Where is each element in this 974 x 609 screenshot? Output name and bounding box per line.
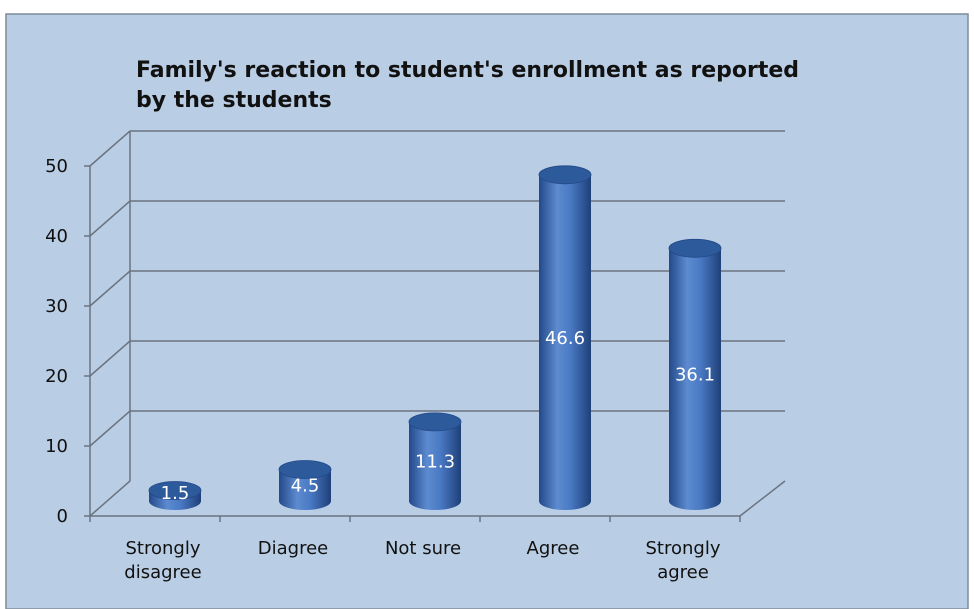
gridline-diagonal: [89, 130, 131, 167]
data-label: 4.5: [291, 475, 320, 496]
y-tick-labels: 0 10 20 30 40 50: [45, 156, 68, 527]
chart-title: Family's reaction to student's enrollmen…: [136, 58, 799, 113]
chart-title-line-1: Family's reaction to student's enrollmen…: [136, 58, 799, 83]
data-label: 36.1: [675, 365, 715, 386]
gridline-diagonal: [89, 410, 131, 447]
bar-body: [539, 174, 591, 511]
x-category-label: Agree: [527, 538, 580, 559]
chart-title-line-2: by the students: [136, 88, 332, 113]
bar-top: [408, 412, 462, 432]
bar-top: [538, 165, 592, 185]
gridline-diagonal: [89, 480, 131, 517]
x-category-label: Strongly agree: [646, 538, 721, 583]
chart-area: [5, 13, 969, 609]
x-category-label: Strongly disagree: [124, 538, 201, 583]
data-labels: 1.5 4.5 11.3 46.6 36.1: [161, 328, 715, 504]
y-tick-label: 20: [45, 366, 68, 387]
data-label: 11.3: [415, 451, 455, 472]
axes: [84, 131, 786, 522]
bar-top: [148, 481, 202, 500]
y-tick-label: 40: [45, 226, 68, 247]
data-label: 46.6: [545, 328, 585, 349]
category-labels: Strongly disagree Diagree Not sure Agree Stro…: [124, 538, 721, 583]
y-tick-label: 10: [45, 436, 68, 457]
bar: [408, 412, 462, 510]
y-tick-label: 0: [57, 506, 68, 527]
bar-body: [279, 469, 331, 510]
gridline-diagonal: [89, 200, 131, 237]
bar: [538, 165, 592, 511]
gridline-diagonal: [89, 270, 131, 307]
bar: [278, 460, 332, 510]
gridline-diagonal: [89, 340, 131, 377]
bars: [148, 165, 722, 511]
bar: [148, 481, 202, 510]
bar-top: [668, 238, 722, 258]
y-tick-label: 50: [45, 156, 68, 177]
floor-right-edge: [739, 480, 786, 517]
x-category-label: Diagree: [258, 538, 328, 559]
y-tick-label: 30: [45, 296, 68, 317]
x-category-label: Not sure: [385, 538, 461, 559]
bar: [668, 238, 722, 511]
bar-body: [409, 421, 461, 510]
data-label: 1.5: [161, 483, 190, 504]
bar-body: [669, 248, 721, 511]
bar-top: [278, 460, 332, 479]
